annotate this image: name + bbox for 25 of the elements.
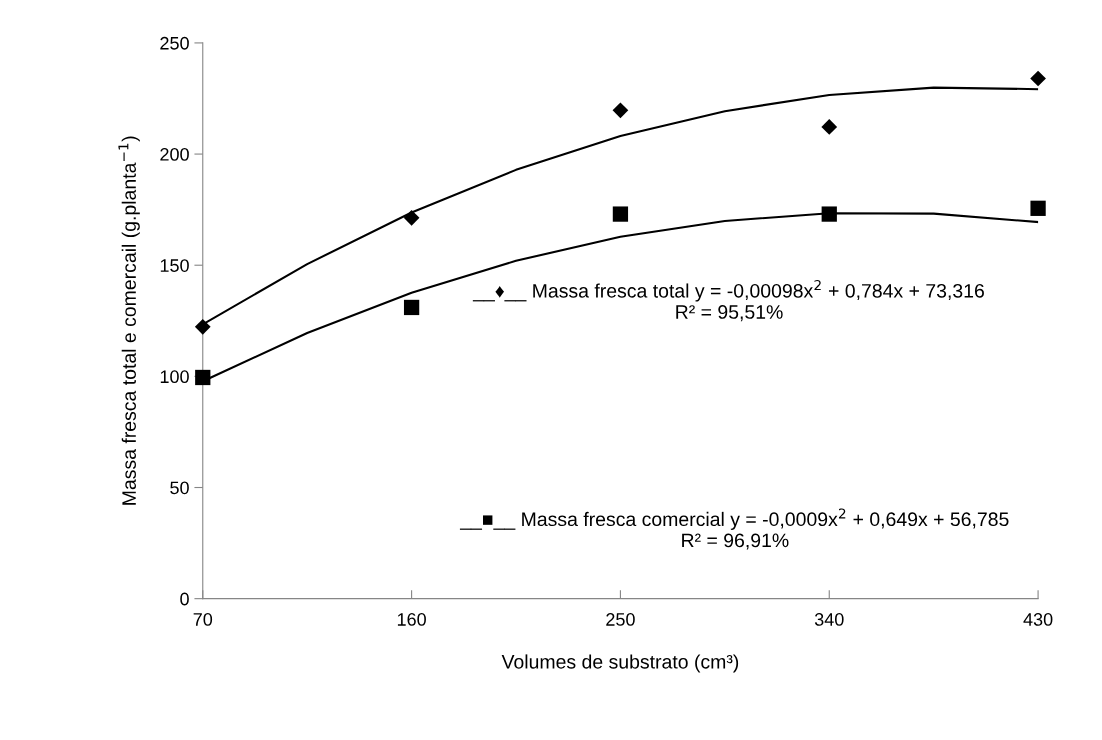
y-tick-label: 50	[170, 481, 189, 495]
y-axis-title: Massa fresca total e comercail (g.planta$^{−1}$)	[118, 136, 140, 505]
y-tick-label: 250	[160, 36, 189, 50]
point	[194, 318, 211, 335]
y-tick-label: 0	[180, 592, 189, 606]
point	[403, 210, 420, 226]
x-tick-label: 160	[397, 613, 426, 626]
x-tick-label: 70	[193, 613, 213, 626]
y-tick-label: 150	[160, 259, 189, 272]
point	[403, 299, 420, 316]
x-tick-label: 250	[606, 613, 635, 626]
text: __♦__ Massa fresca total y = -0,00098x$^{2}$ + 0,784x + 73,316 R² = 95,51%	[472, 279, 984, 322]
point	[821, 119, 838, 135]
point	[1030, 70, 1046, 87]
text: __■__ Massa fresca comercial y = -0,0009x$^{2}$ + 0,649x + 56,785 R² = 96,91%	[459, 508, 1009, 550]
x-tick-label: 430	[1023, 613, 1053, 626]
point	[821, 206, 837, 222]
x-tick-label: 340	[814, 613, 844, 626]
point	[195, 369, 211, 386]
point	[612, 102, 629, 119]
y-tick-label: 100	[160, 370, 189, 384]
y-tick-label: 200	[160, 148, 189, 161]
point	[612, 206, 629, 222]
x-axis-title: Volumes de substrato (cm³)	[501, 654, 739, 673]
point	[1030, 200, 1046, 216]
